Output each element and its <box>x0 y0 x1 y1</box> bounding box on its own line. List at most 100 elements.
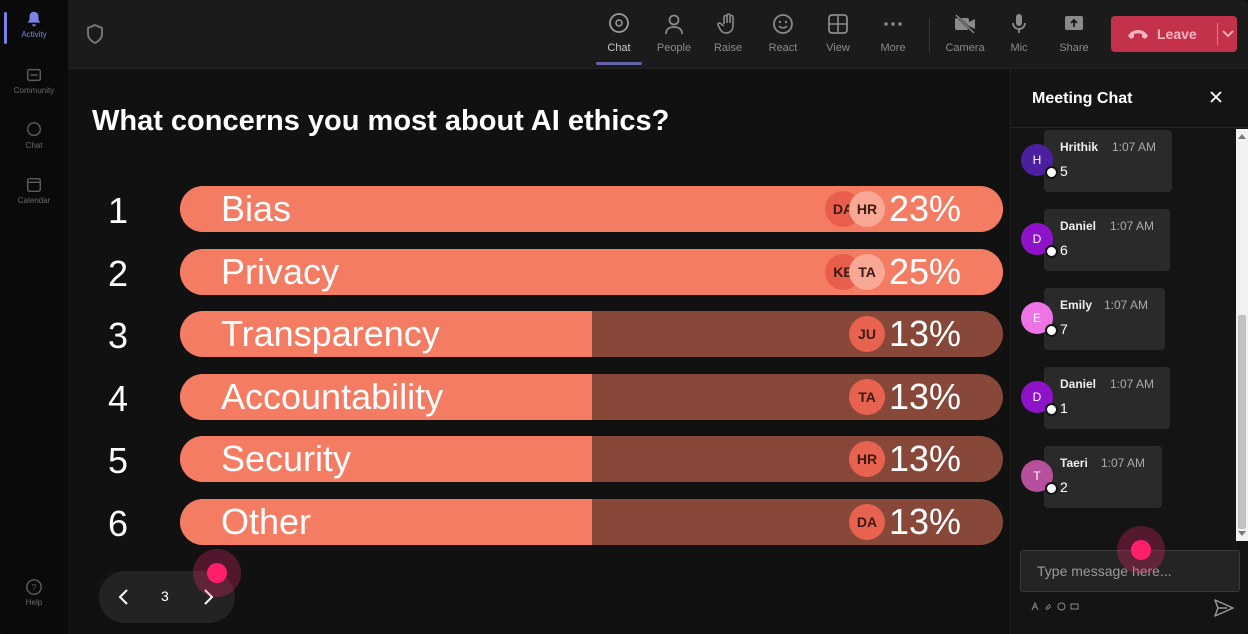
leave-options-button[interactable] <box>1218 30 1237 38</box>
message-time: 1:07 AM <box>1110 219 1155 233</box>
share-button[interactable]: Share <box>1049 12 1099 54</box>
rail-item-help[interactable]: ? Help <box>0 578 68 607</box>
option-bar-fill <box>180 311 592 358</box>
more-button[interactable]: More <box>868 12 918 54</box>
voter-avatars: JU <box>849 316 885 353</box>
chevron-right-icon[interactable] <box>201 587 215 607</box>
option-bar: Accountability TA 13% <box>180 373 1003 420</box>
message-text: 7 <box>1060 321 1068 337</box>
help-icon: ? <box>26 579 42 595</box>
shield-icon[interactable] <box>86 24 104 44</box>
option-number: 6 <box>108 503 129 544</box>
option-percentage: 13% <box>888 438 961 480</box>
voter-avatars: DA HR <box>825 191 885 227</box>
view-button[interactable]: View <box>813 12 863 54</box>
share-screen-icon <box>1065 16 1083 30</box>
sender-name: Daniel <box>1060 219 1097 233</box>
react-button-label: React <box>768 42 798 54</box>
view-button-label: View <box>826 42 850 54</box>
attach-icon[interactable] <box>1044 602 1053 611</box>
rail-item-chat[interactable]: Chat <box>0 121 68 150</box>
message-bubble: Emily 1:07 AM 7 <box>1044 288 1165 350</box>
presence-dot <box>1045 482 1058 495</box>
scroll-up-icon[interactable] <box>1238 133 1246 139</box>
voter-avatar: HR <box>849 191 885 227</box>
cursor-highlight <box>1117 526 1165 574</box>
option-label: Security <box>221 438 352 480</box>
poll-option[interactable]: 1 Bias DA HR 23% <box>92 186 1003 234</box>
scrollbar-thumb[interactable] <box>1238 315 1246 529</box>
option-number: 1 <box>108 190 129 231</box>
option-number: 3 <box>108 315 129 357</box>
leave-button[interactable]: Leave <box>1111 16 1237 52</box>
poll-question: What concerns you most about AI ethics? <box>92 105 670 137</box>
option-bar-fill <box>180 436 592 483</box>
bell-icon <box>27 11 41 27</box>
presence-dot <box>1045 324 1058 337</box>
rail-label: Calendar <box>17 196 51 205</box>
rail-item-community[interactable]: Community <box>0 66 68 95</box>
format-icon[interactable] <box>1031 602 1040 611</box>
option-percentage: 13% <box>888 501 961 542</box>
voter-avatar: HR <box>849 441 885 478</box>
meeting-chat-panel: Meeting Chat Hrithik 1:07 AM 5 H Daniel 1:07 … <box>1010 69 1248 634</box>
page-number: 3 <box>161 588 169 604</box>
option-percentage: 25% <box>888 250 961 292</box>
chat-icon <box>609 13 629 33</box>
rail-item-activity[interactable]: Activity <box>0 10 68 44</box>
mic-button-label: Mic <box>1010 42 1028 54</box>
microphone-icon <box>1012 14 1026 33</box>
option-percentage: 13% <box>888 313 961 355</box>
hand-icon <box>717 13 734 34</box>
more-dots-icon <box>884 22 902 26</box>
react-button[interactable]: React <box>758 12 808 54</box>
message-time: 1:07 AM <box>1101 456 1146 470</box>
raise-button-label: Raise <box>713 42 743 54</box>
message-bubble: Daniel 1:07 AM 6 <box>1044 209 1170 271</box>
option-label: Privacy <box>221 250 340 292</box>
people-button-label: People <box>656 42 692 54</box>
poll-option[interactable]: 4 Accountability TA 13% <box>92 373 1003 422</box>
poll-option[interactable]: 5 Security HR 13% <box>92 436 1003 484</box>
close-icon[interactable] <box>1209 90 1223 104</box>
chat-scrollbar[interactable] <box>1236 129 1248 541</box>
app-rail: Activity Community Chat Calendar ? Help <box>0 0 69 634</box>
option-label: Accountability <box>221 375 444 417</box>
chat-button[interactable]: Chat <box>594 12 644 65</box>
message-text: 5 <box>1060 163 1068 179</box>
community-icon <box>26 68 42 82</box>
message-text: 6 <box>1060 242 1068 258</box>
message-time: 1:07 AM <box>1104 298 1149 312</box>
chat-button-label: Chat <box>607 42 631 54</box>
format-toolbar <box>1031 602 1079 611</box>
message-input[interactable] <box>1021 551 1239 591</box>
leave-label: Leave <box>1157 26 1197 42</box>
chat-bubble-icon <box>26 122 42 137</box>
camera-button[interactable]: Camera <box>940 12 990 54</box>
chat-title: Meeting Chat <box>1032 90 1133 107</box>
poll-option[interactable]: 6 Other DA 13% <box>92 499 1003 547</box>
scroll-down-icon[interactable] <box>1238 531 1246 537</box>
poll-option[interactable]: 2 Privacy KE TA 25% <box>92 248 1003 297</box>
option-bar-fill <box>180 499 592 545</box>
people-button[interactable]: People <box>649 12 699 54</box>
emoji-icon[interactable] <box>1057 602 1066 611</box>
gif-icon[interactable] <box>1070 602 1079 611</box>
send-icon[interactable] <box>1214 599 1234 617</box>
leave-main[interactable]: Leave <box>1111 26 1217 42</box>
voter-avatars: HR <box>849 441 885 478</box>
raise-hand-button[interactable]: Raise <box>703 12 753 54</box>
voter-avatar: TA <box>849 253 885 290</box>
option-bar: Transparency JU 13% <box>180 311 1003 358</box>
option-bar: Privacy KE TA 25% <box>180 248 1003 295</box>
poll-option[interactable]: 3 Transparency JU 13% <box>92 311 1003 359</box>
mic-button[interactable]: Mic <box>994 12 1044 54</box>
rail-item-calendar[interactable]: Calendar <box>0 176 68 205</box>
share-button-label: Share <box>1059 42 1089 54</box>
poll-stage: What concerns you most about AI ethics? … <box>68 69 1009 634</box>
option-label: Transparency <box>221 313 440 355</box>
message-compose-box[interactable] <box>1020 550 1240 592</box>
chevron-left-icon[interactable] <box>117 587 131 607</box>
calendar-icon <box>26 177 42 193</box>
